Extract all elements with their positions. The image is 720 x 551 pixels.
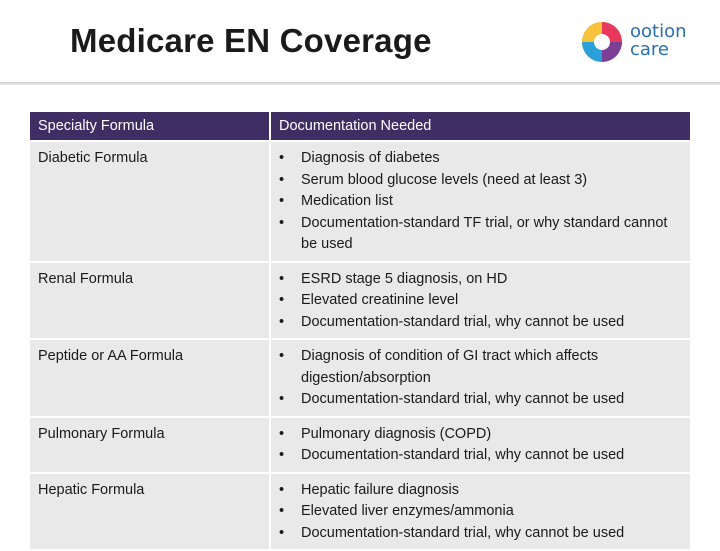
list-item: Diagnosis of condition of GI tract which…	[277, 346, 682, 389]
formula-cell: Diabetic Formula	[28, 140, 271, 263]
list-item: Elevated liver enzymes/ammonia	[277, 501, 682, 523]
list-item: Documentation-standard trial, why cannot…	[277, 523, 682, 545]
header-documentation-needed: Documentation Needed	[269, 110, 692, 142]
formula-cell: Hepatic Formula	[28, 471, 271, 551]
list-item: Hepatic failure diagnosis	[277, 480, 682, 502]
table-row: Diabetic Formula Diagnosis of diabetes S…	[28, 140, 692, 263]
list-item: Documentation-standard trial, why cannot…	[277, 389, 682, 411]
list-item: Diagnosis of diabetes	[277, 148, 682, 170]
table-row: Renal Formula ESRD stage 5 diagnosis, on…	[28, 260, 692, 340]
table-row: Peptide or AA Formula Diagnosis of condi…	[28, 338, 692, 418]
header-specialty-formula: Specialty Formula	[28, 110, 271, 142]
table-row: Hepatic Formula Hepatic failure diagnosi…	[28, 471, 692, 551]
slide-title: Medicare EN Coverage	[70, 22, 432, 59]
documentation-cell: Pulmonary diagnosis (COPD) Documentation…	[269, 415, 692, 474]
list-item: ESRD stage 5 diagnosis, on HD	[277, 269, 682, 291]
list-item: Pulmonary diagnosis (COPD)	[277, 424, 682, 446]
list-item: Medication list	[277, 191, 682, 213]
documentation-cell: Diagnosis of diabetes Serum blood glucos…	[269, 140, 692, 263]
formula-cell: Pulmonary Formula	[28, 415, 271, 474]
documentation-list: Pulmonary diagnosis (COPD) Documentation…	[277, 424, 682, 467]
swirl-logo-icon	[582, 22, 622, 62]
logo-wordmark: ootion care	[630, 21, 687, 60]
documentation-list: Diagnosis of condition of GI tract which…	[277, 346, 682, 411]
company-logo: ootion care	[580, 18, 710, 68]
documentation-list: Hepatic failure diagnosis Elevated liver…	[277, 480, 682, 545]
list-item: Documentation-standard TF trial, or why …	[277, 213, 682, 256]
table-header-row: Specialty Formula Documentation Needed	[28, 110, 692, 142]
list-item: Documentation-standard trial, why cannot…	[277, 445, 682, 467]
table-row: Pulmonary Formula Pulmonary diagnosis (C…	[28, 415, 692, 474]
documentation-cell: Diagnosis of condition of GI tract which…	[269, 338, 692, 418]
list-item: Serum blood glucose levels (need at leas…	[277, 170, 682, 192]
list-item: Documentation-standard trial, why cannot…	[277, 312, 682, 334]
documentation-cell: Hepatic failure diagnosis Elevated liver…	[269, 471, 692, 551]
documentation-list: ESRD stage 5 diagnosis, on HD Elevated c…	[277, 269, 682, 334]
list-item: Elevated creatinine level	[277, 290, 682, 312]
formula-cell: Peptide or AA Formula	[28, 338, 271, 418]
title-divider	[0, 82, 720, 85]
formula-cell: Renal Formula	[28, 260, 271, 340]
documentation-cell: ESRD stage 5 diagnosis, on HD Elevated c…	[269, 260, 692, 340]
coverage-table: Specialty Formula Documentation Needed D…	[28, 110, 692, 551]
documentation-list: Diagnosis of diabetes Serum blood glucos…	[277, 148, 682, 256]
